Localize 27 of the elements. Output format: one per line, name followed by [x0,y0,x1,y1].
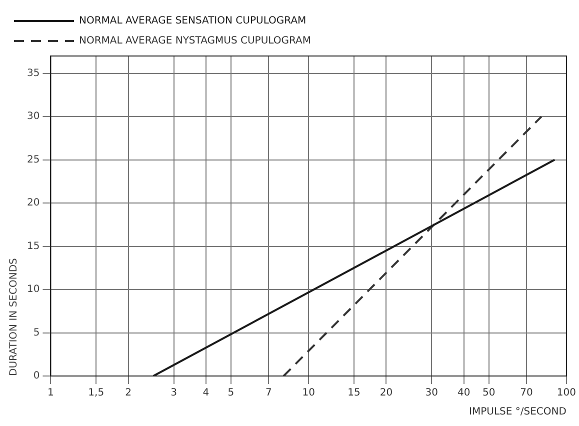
x-tick-label: 2 [125,388,132,399]
x-tick-label: 1,5 [88,388,104,399]
x-tick-label: 20 [380,388,393,399]
x-tick-label: 4 [202,388,210,399]
y-tick-label: 10 [26,284,40,296]
x-tick-label: 30 [425,388,438,399]
y-tick-label: 15 [26,240,40,252]
y-tick-label: 30 [26,111,40,122]
x-tick-label: 7 [265,388,272,399]
y-tick-label: 35 [26,68,40,79]
y-tick-label: 20 [26,198,40,209]
x-tick-label: 1 [48,388,54,399]
x-tick-label: 50 [482,388,496,399]
x-tick-label: 15 [348,388,360,399]
y-tick-label: 25 [26,154,40,166]
x-tick-label: 3 [170,388,177,399]
x-tick-label: 10 [302,388,315,399]
x-tick-label: 70 [520,388,533,399]
y-tick-label: 0 [33,370,40,382]
text: NORMAL AVERAGE SENSATION CUPULOGRAM [79,16,306,27]
x-axis-title: IMPULSE °/SECOND [469,406,567,418]
x-tick-label: 5 [228,388,234,399]
x-tick-label: 100 [556,388,576,399]
text: NORMAL AVERAGE NYSTAGMUS CUPULOGRAM [79,36,311,47]
y-tick-label: 5 [33,327,40,338]
y-axis-title: DURATION IN SECONDS [8,258,20,376]
x-tick-label: 40 [457,388,470,399]
